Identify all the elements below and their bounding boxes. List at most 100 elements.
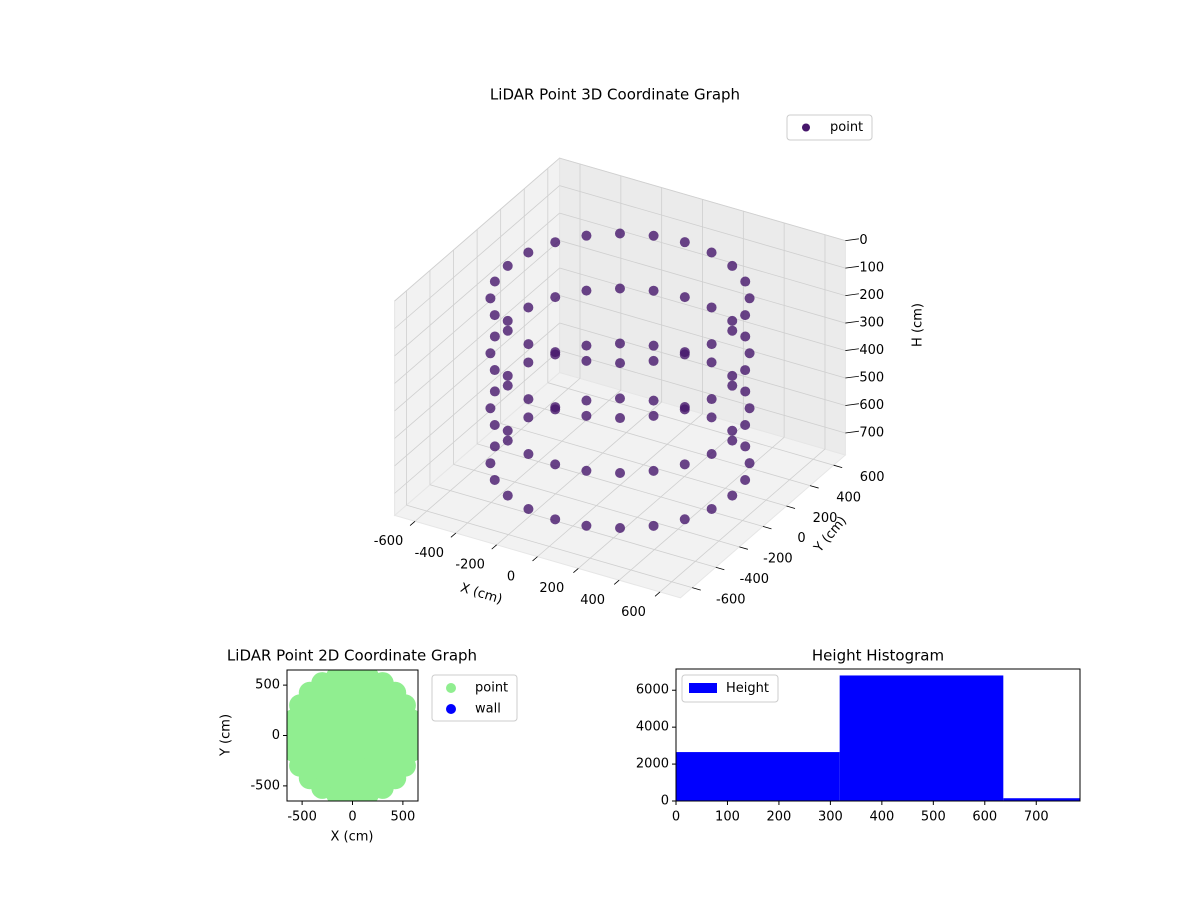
point	[648, 285, 659, 296]
point	[727, 370, 738, 381]
point	[740, 386, 751, 397]
point	[648, 230, 659, 241]
x-tick-label: 200	[767, 810, 792, 825]
point	[581, 285, 592, 296]
y-tick	[809, 485, 819, 489]
point	[648, 520, 659, 531]
x-tick-label: 600	[621, 605, 646, 620]
point	[706, 449, 717, 460]
point	[502, 260, 513, 271]
point	[706, 247, 717, 258]
point	[581, 230, 592, 241]
point	[679, 237, 690, 248]
grid-line	[559, 267, 846, 351]
point	[489, 276, 500, 287]
point	[485, 458, 496, 469]
z-tick	[845, 375, 859, 379]
bar	[676, 752, 840, 801]
point	[485, 293, 496, 304]
point	[744, 293, 755, 304]
point	[679, 349, 690, 360]
point	[614, 228, 625, 239]
x-tick-label: -200	[455, 558, 485, 573]
x-tick-label: 400	[580, 593, 605, 608]
point	[502, 370, 513, 381]
z-tick	[845, 403, 859, 406]
x-tick	[573, 568, 579, 573]
point	[679, 292, 690, 303]
point	[550, 349, 561, 360]
grid-line	[559, 322, 846, 406]
chart-2d: LiDAR Point 2D Coordinate Graph -500 0 500 -…	[219, 647, 518, 845]
bar	[1003, 798, 1080, 801]
z-tick	[845, 238, 859, 242]
point	[706, 357, 717, 368]
z-tick	[845, 348, 859, 351]
x-tick	[491, 544, 497, 550]
legend-marker	[446, 704, 456, 714]
legend-marker	[689, 683, 717, 693]
point	[679, 514, 690, 525]
point	[727, 325, 738, 336]
point	[740, 420, 751, 431]
point	[648, 410, 659, 421]
legend-box	[786, 114, 873, 141]
grid-line	[559, 185, 846, 269]
z-tick	[845, 293, 859, 296]
point	[550, 237, 561, 248]
point	[615, 468, 626, 479]
x-tick	[613, 579, 620, 585]
z-tick	[845, 265, 859, 269]
point	[485, 403, 496, 414]
point	[489, 474, 500, 485]
grid-line	[406, 504, 693, 589]
point	[648, 395, 659, 406]
point	[648, 340, 659, 351]
y-tick-label: 500	[255, 678, 280, 693]
y-tick-label: 200	[813, 511, 838, 526]
z-tick-label: 0	[859, 233, 867, 248]
z-tick-label: 500	[859, 371, 884, 386]
z-tick-label: 100	[859, 261, 884, 276]
grid-line	[394, 185, 560, 329]
y-tick-label: 400	[836, 490, 861, 505]
y-tick	[739, 546, 749, 550]
y-tick-label: 6000	[636, 683, 669, 698]
y-tick	[833, 464, 843, 469]
point	[679, 404, 690, 415]
point	[550, 292, 561, 303]
point	[706, 339, 717, 350]
point	[581, 340, 592, 351]
point	[706, 412, 717, 423]
point	[648, 465, 659, 476]
point	[581, 355, 592, 366]
point	[706, 503, 717, 514]
x-tick	[409, 520, 416, 526]
x-tick-label: 0	[348, 810, 356, 825]
point	[523, 449, 534, 460]
z-tick	[845, 430, 859, 434]
point	[615, 413, 626, 424]
point	[744, 348, 755, 359]
grid-line	[476, 443, 764, 527]
y-tick	[786, 505, 796, 509]
grid-line	[453, 463, 740, 548]
x-tick-label: -600	[374, 534, 404, 549]
point	[523, 357, 534, 368]
z-tick-label: 300	[859, 316, 884, 331]
chart-title: LiDAR Point 3D Coordinate Graph	[490, 86, 740, 104]
grid-line	[394, 157, 560, 302]
y-axis-label: Y (cm)	[219, 714, 234, 757]
legend-label: wall	[475, 702, 501, 717]
y-tick-label: -400	[740, 572, 770, 587]
point	[727, 260, 738, 271]
point	[489, 310, 500, 321]
y-tick-label: 0	[272, 728, 280, 743]
point	[679, 459, 690, 470]
point	[740, 331, 751, 342]
y-tick-label: 600	[860, 470, 885, 485]
point	[740, 310, 751, 321]
point	[502, 380, 513, 391]
grid-line	[559, 295, 846, 379]
